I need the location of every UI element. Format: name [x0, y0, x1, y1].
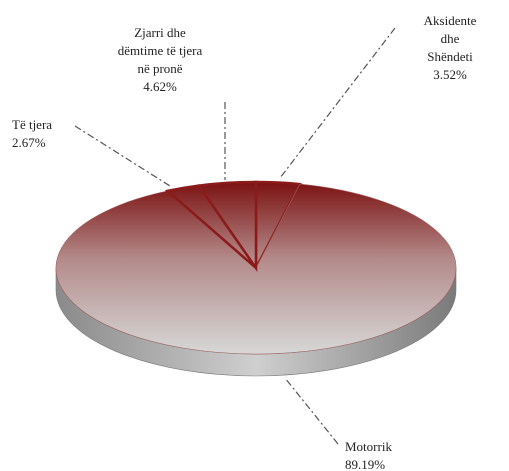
value-label: 89.19% — [345, 457, 386, 471]
pie-slice — [196, 180, 258, 272]
category-name: Aksidente dhe Shëndeti — [423, 13, 477, 64]
slice-label: Të tjera 2.67% — [12, 116, 52, 152]
category-name: Motorrik — [345, 439, 392, 454]
value-label: 4.62% — [143, 79, 177, 94]
category-name: Zjarri dhe dëmtime të tjera në pronë — [117, 25, 203, 76]
category-name: Të tjera — [12, 117, 53, 132]
leader-line — [284, 377, 339, 445]
leader-line — [74, 125, 171, 187]
slice-label: Aksidente dhe Shëndeti 3.52% — [421, 12, 480, 84]
slice-label: Zjarri dhe dëmtime të tjera në pronë 4.62… — [118, 24, 202, 96]
value-label: 3.52% — [433, 67, 467, 82]
leader-line — [279, 27, 396, 179]
slice-label: Motorrik 89.19% — [345, 438, 392, 471]
value-label: 2.67% — [12, 135, 46, 150]
